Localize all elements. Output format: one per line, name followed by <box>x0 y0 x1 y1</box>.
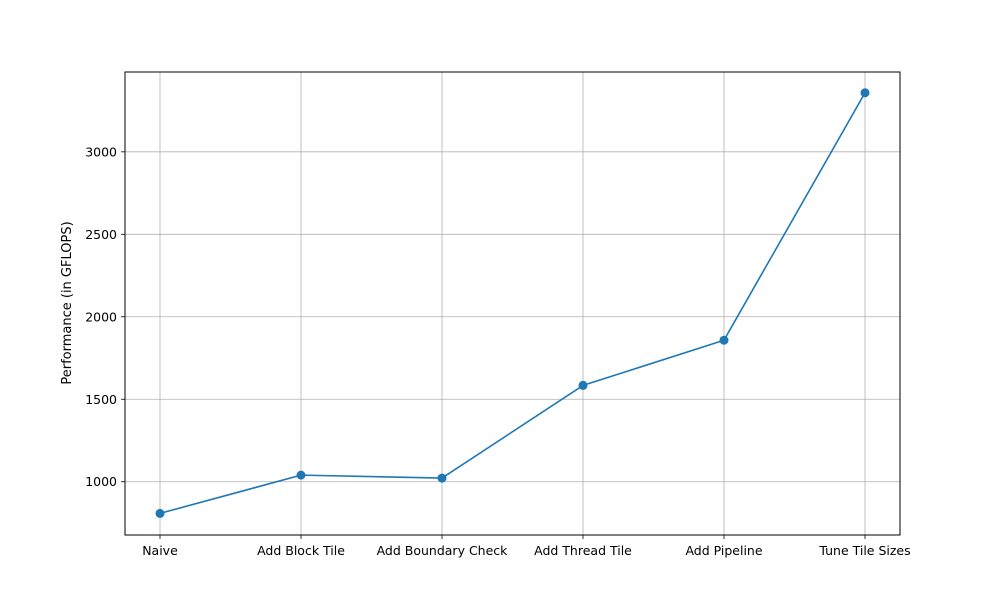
x-tick-label: Add Block Tile <box>257 543 345 558</box>
axis-ticks: Naive Add Block Tile Add Boundary Check Add… <box>85 144 910 558</box>
x-tick-label: Add Pipeline <box>685 543 762 558</box>
x-tick-label: Tune Tile Sizes <box>818 543 910 558</box>
data-point <box>155 508 165 518</box>
series-line <box>159 92 866 515</box>
series-layer <box>155 88 870 518</box>
y-axis-title: Performance (in GFLOPS) <box>60 221 75 384</box>
data-point <box>719 335 729 345</box>
y-tick-label: 1000 <box>85 474 117 489</box>
x-tick-label: Naive <box>142 543 178 558</box>
plot-area-frame <box>124 71 901 536</box>
data-point <box>860 88 870 98</box>
x-tick-label: Add Thread Tile <box>534 543 632 558</box>
data-point <box>437 473 447 483</box>
y-tick-label: 2000 <box>85 309 117 324</box>
y-tick-label: 2500 <box>85 227 117 242</box>
x-tick-label: Add Boundary Check <box>377 543 509 558</box>
y-tick-label: 3000 <box>85 144 117 159</box>
data-point <box>296 470 306 480</box>
data-point <box>578 380 588 390</box>
y-tick-label: 1500 <box>85 392 117 407</box>
grid-lines <box>125 72 900 535</box>
